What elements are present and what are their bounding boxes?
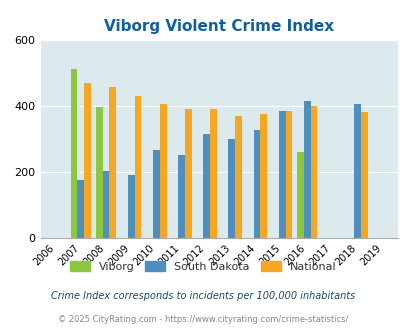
Bar <box>153 150 159 238</box>
Bar <box>134 96 141 238</box>
Bar <box>228 139 234 238</box>
Bar <box>159 104 166 238</box>
Bar <box>178 155 184 238</box>
Bar <box>360 112 367 238</box>
Bar <box>278 111 285 238</box>
Bar <box>77 180 84 238</box>
Bar <box>102 171 109 238</box>
Bar <box>353 104 360 238</box>
Bar <box>84 83 91 238</box>
Bar <box>203 134 209 238</box>
Bar <box>128 175 134 238</box>
Bar <box>234 116 241 238</box>
Bar <box>184 109 191 238</box>
Bar <box>260 114 266 238</box>
Bar <box>109 87 116 238</box>
Bar <box>209 109 216 238</box>
Text: Crime Index corresponds to incidents per 100,000 inhabitants: Crime Index corresponds to incidents per… <box>51 291 354 301</box>
Bar <box>296 152 303 238</box>
Bar <box>70 69 77 238</box>
Text: © 2025 CityRating.com - https://www.cityrating.com/crime-statistics/: © 2025 CityRating.com - https://www.city… <box>58 315 347 324</box>
Bar <box>96 107 102 238</box>
Legend: Viborg, South Dakota, National: Viborg, South Dakota, National <box>65 256 340 276</box>
Bar <box>303 101 310 238</box>
Bar <box>310 106 317 238</box>
Bar <box>253 130 260 238</box>
Bar <box>285 111 292 238</box>
Title: Viborg Violent Crime Index: Viborg Violent Crime Index <box>104 19 333 34</box>
